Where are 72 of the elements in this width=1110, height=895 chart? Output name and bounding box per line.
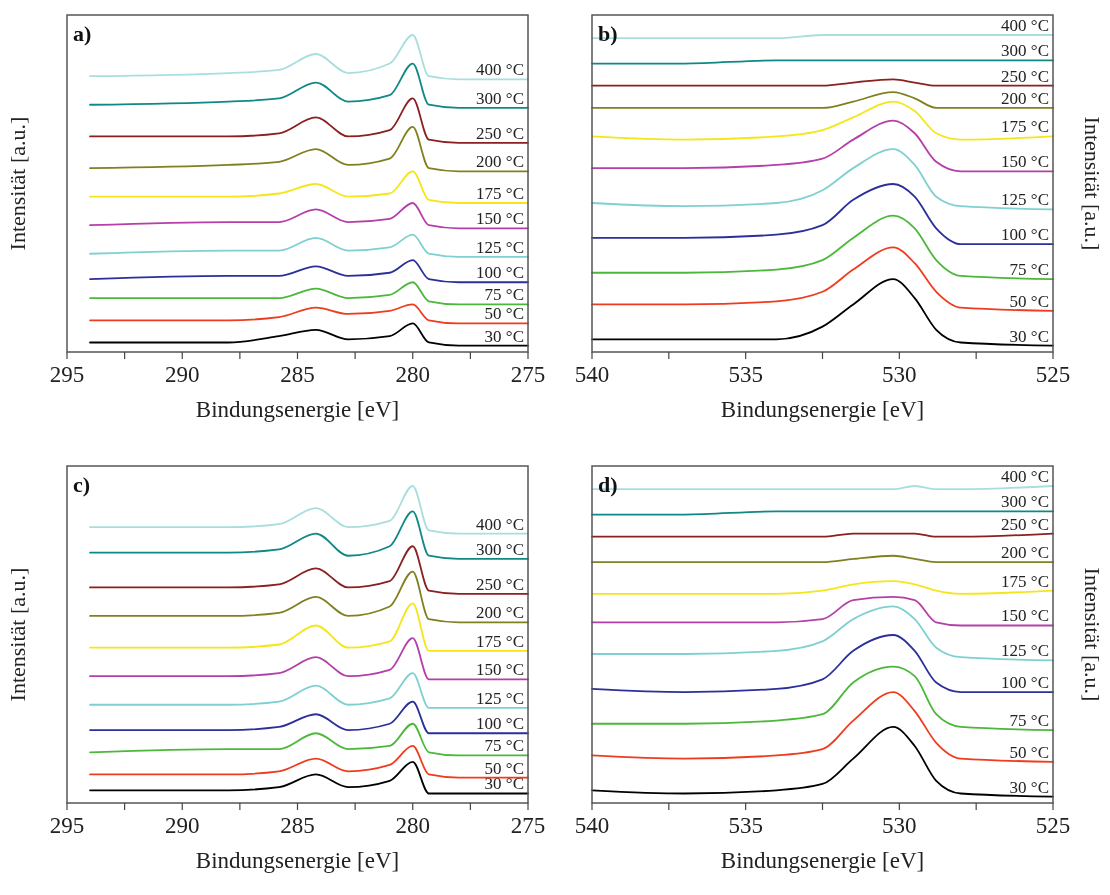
- series-label: 175 °C: [476, 631, 524, 651]
- series-label: 100 °C: [476, 714, 524, 734]
- series-label: 200 °C: [476, 603, 524, 623]
- series-label: 50 °C: [1009, 291, 1049, 311]
- series-label: 250 °C: [476, 123, 524, 143]
- series-label: 175 °C: [476, 184, 524, 204]
- series-label: 125 °C: [476, 688, 524, 708]
- series-label: 200 °C: [1001, 543, 1049, 563]
- series-label: 150 °C: [476, 660, 524, 680]
- x-tick-label: 540: [574, 362, 610, 387]
- x-tick-label: 525: [1035, 362, 1071, 387]
- series-label: 150 °C: [1001, 152, 1049, 172]
- chart-title: c): [73, 472, 91, 497]
- series-label: 30 °C: [1009, 326, 1049, 346]
- x-tick-label: 295: [49, 362, 85, 387]
- series-label: 200 °C: [1001, 88, 1049, 108]
- x-axis-title: Bindungsenergie [eV]: [720, 397, 925, 422]
- series-label: 400 °C: [1001, 16, 1049, 35]
- x-axis-title: Bindungsenergie [eV]: [195, 397, 400, 422]
- series-label: 125 °C: [1001, 190, 1049, 210]
- series-label: 250 °C: [476, 574, 524, 594]
- series-label: 250 °C: [1001, 66, 1049, 86]
- series-label: 75 °C: [1009, 711, 1049, 731]
- x-tick-label: 290: [165, 813, 200, 838]
- series-label: 100 °C: [1001, 673, 1049, 693]
- series-label: 250 °C: [1001, 514, 1049, 534]
- x-tick-label: 295: [49, 813, 85, 838]
- y-axis-title: Intensität [a.u.]: [1080, 116, 1105, 251]
- x-tick-label: 530: [882, 362, 917, 387]
- series-label: 50 °C: [1009, 742, 1049, 762]
- chart-title: a): [73, 21, 92, 46]
- x-tick-label: 535: [728, 813, 763, 838]
- x-tick-label: 530: [882, 813, 917, 838]
- y-axis-title: Intensität [a.u.]: [1080, 567, 1105, 702]
- series-label: 300 °C: [476, 539, 524, 559]
- y-axis-title: Intensität [a.u.]: [5, 116, 30, 251]
- x-tick-label: 275: [510, 813, 546, 838]
- x-axis-title: Bindungsenergie [eV]: [720, 848, 925, 873]
- x-axis-title: Bindungsenergie [eV]: [195, 848, 400, 873]
- x-tick-label: 525: [1035, 813, 1071, 838]
- series-label: 125 °C: [476, 237, 524, 257]
- x-tick-label: 275: [510, 362, 546, 387]
- series-label: 150 °C: [1001, 606, 1049, 626]
- series-label: 400 °C: [1001, 467, 1049, 486]
- x-tick-label: 285: [280, 362, 315, 387]
- series-label: 30 °C: [484, 326, 524, 346]
- chart-title: b): [598, 21, 618, 46]
- series-label: 75 °C: [1009, 260, 1049, 280]
- series-label: 300 °C: [1001, 41, 1049, 61]
- series-label: 150 °C: [476, 209, 524, 229]
- x-tick-label: 535: [728, 362, 763, 387]
- x-tick-label: 290: [165, 362, 200, 387]
- series-label: 125 °C: [1001, 641, 1049, 661]
- x-tick-label: 280: [395, 813, 430, 838]
- series-label: 300 °C: [476, 88, 524, 108]
- series-label: 200 °C: [476, 152, 524, 172]
- series-label: 75 °C: [484, 736, 524, 756]
- series-label: 50 °C: [484, 304, 524, 324]
- x-tick-label: 285: [280, 813, 315, 838]
- series-label: 175 °C: [1001, 571, 1049, 591]
- x-tick-label: 280: [395, 362, 430, 387]
- series-label: 400 °C: [476, 60, 524, 80]
- series-label: 30 °C: [1009, 777, 1049, 797]
- series-label: 100 °C: [476, 263, 524, 283]
- y-axis-title: Intensität [a.u.]: [5, 567, 30, 702]
- series-label: 75 °C: [484, 285, 524, 305]
- series-label: 100 °C: [1001, 225, 1049, 245]
- series-label: 400 °C: [476, 514, 524, 534]
- series-label: 175 °C: [1001, 117, 1049, 137]
- series-label: 300 °C: [1001, 492, 1049, 512]
- chart-title: d): [598, 472, 618, 497]
- x-tick-label: 540: [574, 813, 610, 838]
